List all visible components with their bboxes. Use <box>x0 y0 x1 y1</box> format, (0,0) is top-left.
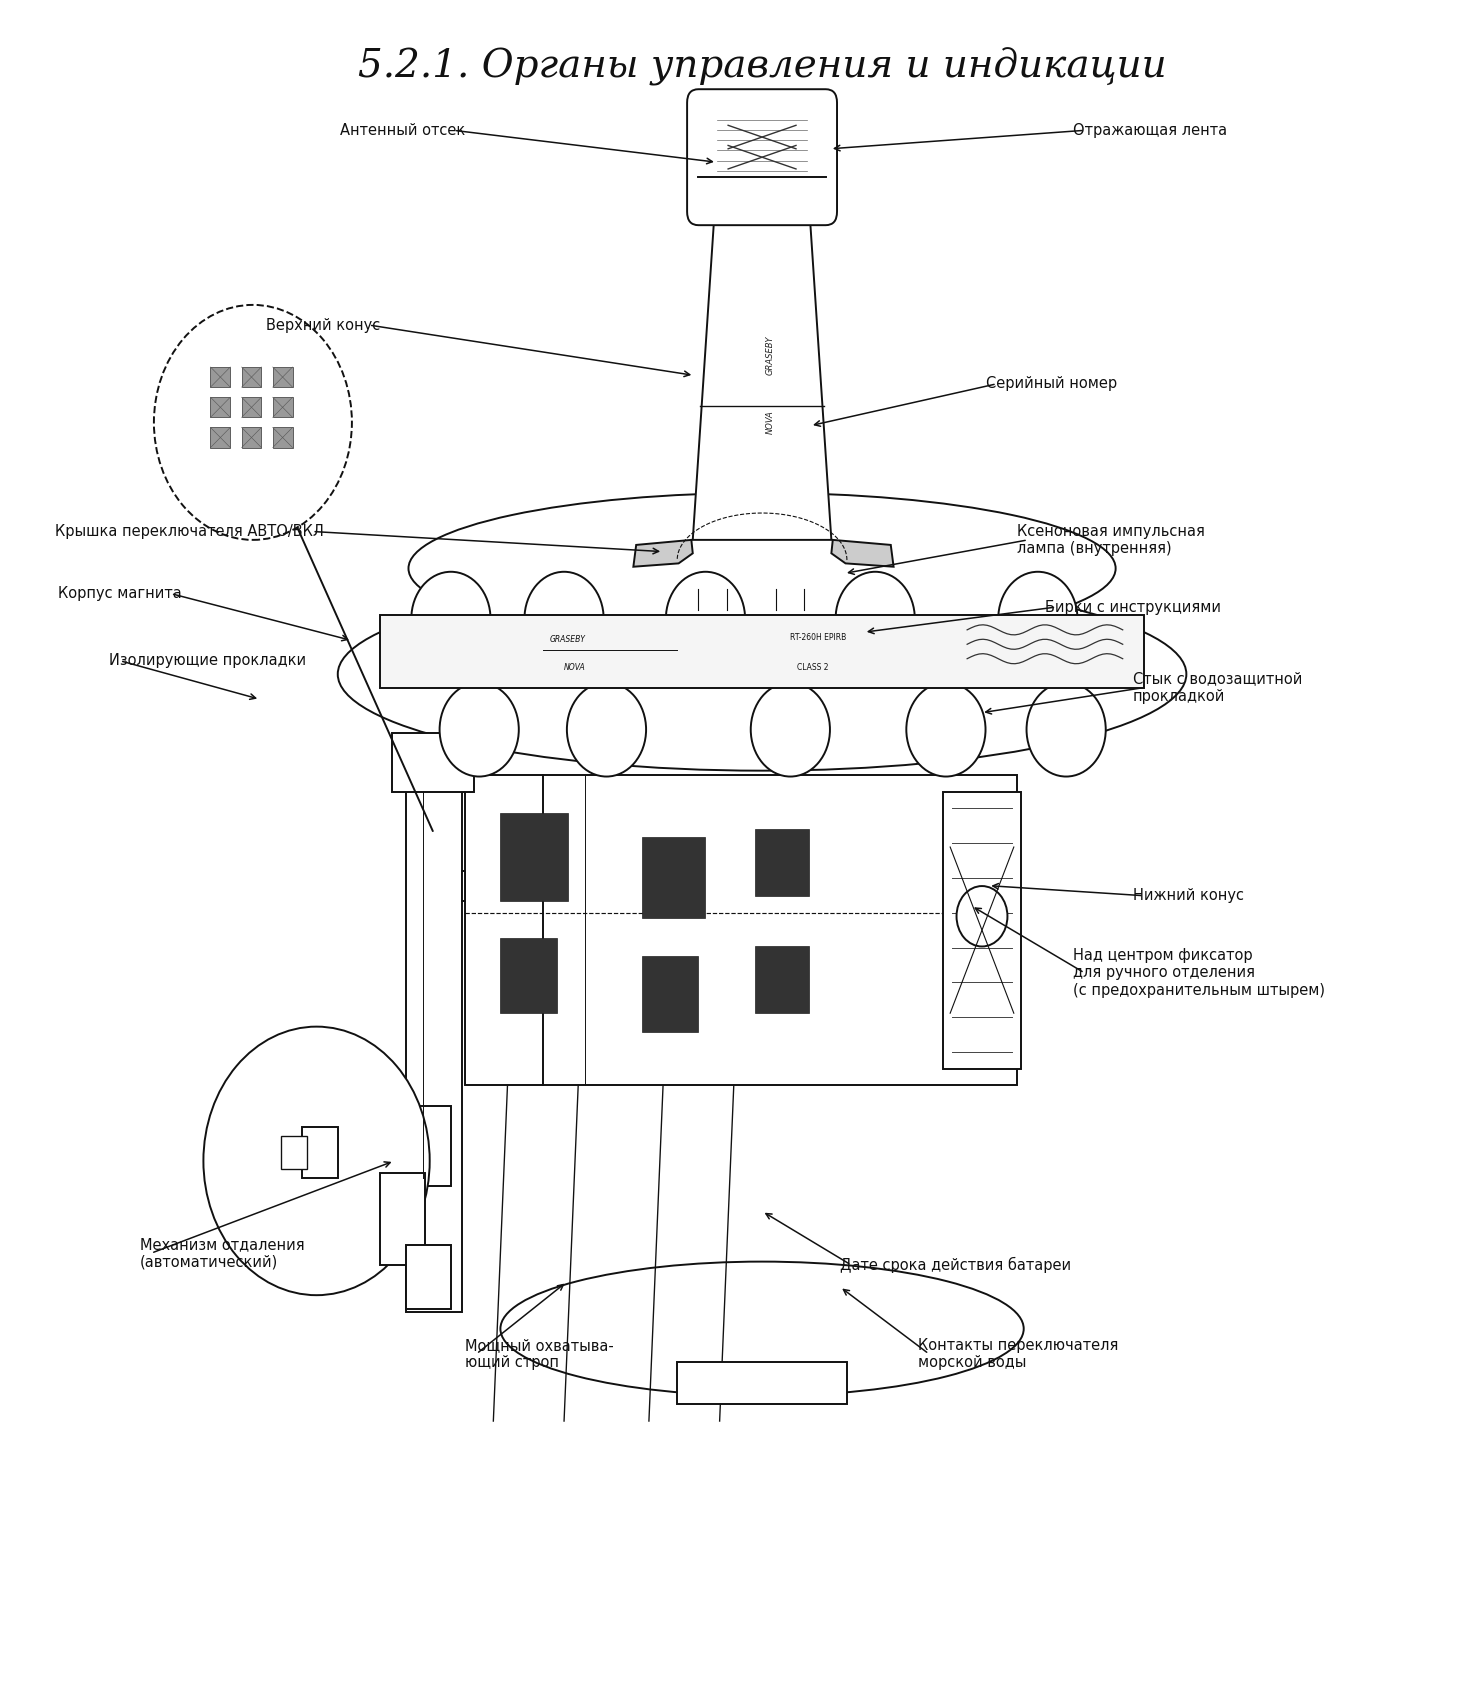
Text: GRASEBY: GRASEBY <box>765 335 776 376</box>
Bar <box>272 428 293 448</box>
Circle shape <box>155 305 352 541</box>
Text: NOVA: NOVA <box>765 411 776 434</box>
FancyBboxPatch shape <box>687 89 838 226</box>
Bar <box>642 957 698 1032</box>
Text: Крышка переключателя АВТО/ВКЛ: Крышка переключателя АВТО/ВКЛ <box>54 524 324 539</box>
Polygon shape <box>832 541 894 568</box>
Text: Ксеноновая импульсная
лампа (внутренняя): Ксеноновая импульсная лампа (внутренняя) <box>1017 524 1204 556</box>
Bar <box>210 428 230 448</box>
Bar <box>241 367 262 387</box>
Bar <box>380 1172 425 1265</box>
Text: 5.2.1. Органы управления и индикации: 5.2.1. Органы управления и индикации <box>358 47 1166 86</box>
Circle shape <box>203 1027 430 1295</box>
Bar <box>642 837 705 918</box>
Text: Антенный отсек: Антенный отсек <box>340 123 465 138</box>
Ellipse shape <box>500 1261 1023 1396</box>
Polygon shape <box>633 541 693 568</box>
Bar <box>500 938 556 1014</box>
Bar <box>755 829 808 896</box>
Circle shape <box>836 573 914 665</box>
Bar <box>241 397 262 418</box>
Polygon shape <box>693 221 832 541</box>
Text: CLASS 2: CLASS 2 <box>798 663 829 672</box>
Text: Корпус магнита: Корпус магнита <box>59 586 183 601</box>
Text: Бирки с инструкциями: Бирки с инструкциями <box>1045 600 1220 615</box>
Bar <box>210 367 230 387</box>
Bar <box>380 1105 450 1186</box>
Circle shape <box>1026 682 1105 776</box>
Text: Изолирующие прокладки: Изолирующие прокладки <box>109 653 306 669</box>
Ellipse shape <box>337 578 1186 771</box>
Text: Дате срока действия батареи: Дате срока действия батареи <box>841 1256 1072 1273</box>
Circle shape <box>751 682 830 776</box>
Bar <box>272 397 293 418</box>
Bar <box>406 775 462 1312</box>
Bar <box>302 1127 337 1177</box>
Circle shape <box>665 573 745 665</box>
Text: RT-260H EPIRB: RT-260H EPIRB <box>790 633 846 642</box>
Circle shape <box>957 886 1007 946</box>
Bar <box>392 733 474 791</box>
Text: Стык с водозащитной
прокладкой: Стык с водозащитной прокладкой <box>1132 672 1303 704</box>
Ellipse shape <box>409 493 1116 643</box>
Circle shape <box>907 682 986 776</box>
Text: GRASEBY: GRASEBY <box>551 635 586 643</box>
Circle shape <box>567 682 646 776</box>
Text: Нижний конус: Нижний конус <box>1132 887 1244 903</box>
Bar <box>462 871 465 901</box>
Text: Верхний конус: Верхний конус <box>266 318 380 332</box>
Text: Над центром фиксатор
для ручного отделения
(с предохранительным штырем): Над центром фиксатор для ручного отделен… <box>1073 948 1325 999</box>
Text: Мощный охватыва-
ющий строп: Мощный охватыва- ющий строп <box>465 1337 614 1371</box>
Bar <box>272 367 293 387</box>
Circle shape <box>524 573 604 665</box>
Circle shape <box>998 573 1078 665</box>
Text: NOVA: NOVA <box>564 663 586 672</box>
Bar <box>241 428 262 448</box>
Circle shape <box>411 573 490 665</box>
Text: Контакты переключателя
морской воды: Контакты переключателя морской воды <box>917 1337 1119 1371</box>
Bar <box>944 791 1022 1069</box>
Circle shape <box>440 682 518 776</box>
Bar <box>281 1135 306 1169</box>
Bar <box>380 615 1144 687</box>
Bar <box>406 1244 450 1308</box>
Bar <box>677 1362 846 1404</box>
Bar <box>500 813 568 901</box>
Text: Механизм отдаления
(автоматический): Механизм отдаления (автоматический) <box>140 1238 305 1270</box>
Text: Отражающая лента: Отражающая лента <box>1073 123 1228 138</box>
Bar <box>755 946 808 1014</box>
Text: Серийный номер: Серийный номер <box>986 376 1117 391</box>
Bar <box>210 397 230 418</box>
Bar <box>465 775 1017 1086</box>
